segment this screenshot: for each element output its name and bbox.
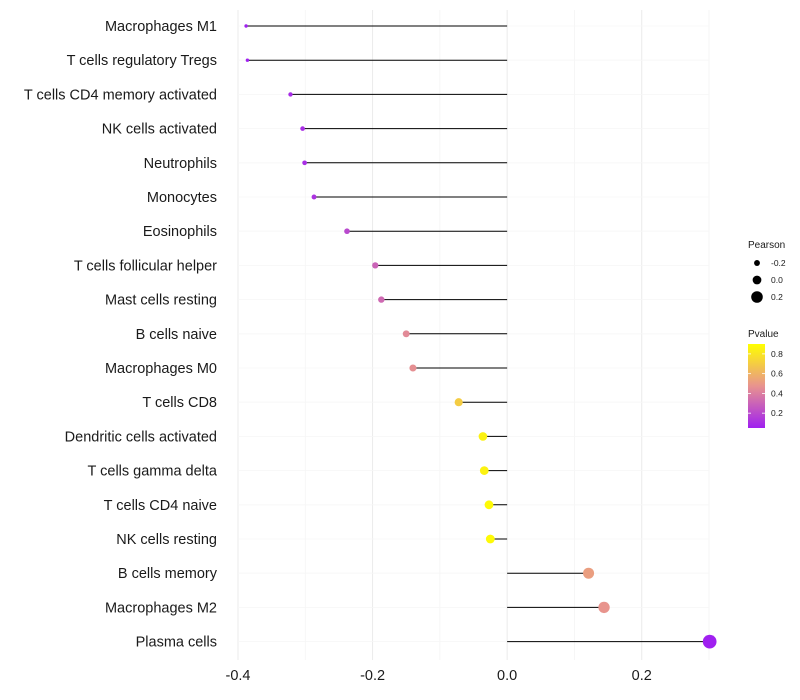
- lollipop-point: [409, 364, 417, 372]
- y-axis-label: B cells memory: [118, 566, 218, 582]
- y-axis-label: NK cells resting: [116, 532, 217, 548]
- lollipop-point: [702, 634, 717, 649]
- legend-color-label: 0.4: [771, 388, 783, 398]
- y-axis-label: Macrophages M0: [105, 361, 217, 377]
- y-axis-labels: Macrophages M1 T cells regulatory Tregs T …: [24, 19, 218, 651]
- lollipop-point: [372, 262, 379, 269]
- legend-color-label: 0.2: [771, 408, 783, 418]
- legend-size-label: 0.0: [771, 275, 783, 285]
- legend-size-title: Pearson: [748, 240, 785, 251]
- legend-size-label: 0.2: [771, 292, 783, 302]
- x-tick-label: -0.4: [226, 668, 251, 684]
- lollipop-point: [598, 601, 610, 614]
- lollipop-point: [288, 92, 293, 97]
- legend: Pearson Pvalue -0.2 0.0 0.2 0.2 0.4 0.6 0.8: [748, 240, 786, 428]
- y-axis-label: T cells follicular helper: [74, 258, 217, 274]
- y-axis-label: Eosinophils: [143, 224, 217, 240]
- lollipop-point: [485, 534, 495, 544]
- lollipop-point: [344, 228, 350, 235]
- lollipop-point: [484, 500, 494, 510]
- y-axis-label: NK cells activated: [102, 122, 217, 138]
- lollipop-points: [244, 24, 717, 649]
- lollipop-point: [378, 296, 385, 303]
- lollipop-point: [302, 160, 307, 166]
- y-axis-label: Plasma cells: [136, 635, 217, 651]
- y-axis-label: T cells regulatory Tregs: [67, 53, 217, 69]
- y-axis-label: Macrophages M2: [105, 600, 217, 616]
- y-axis-label: B cells naive: [136, 327, 217, 343]
- y-axis-label: T cells gamma delta: [88, 464, 218, 480]
- x-tick-label: -0.2: [360, 668, 385, 684]
- y-axis-label: Dendritic cells activated: [65, 429, 217, 445]
- lollipop-point: [311, 194, 317, 200]
- lollipop-point: [245, 58, 250, 62]
- legend-color-bar: [748, 344, 765, 428]
- x-tick-label: 0.2: [632, 668, 652, 684]
- y-axis-label: Neutrophils: [144, 156, 217, 172]
- legend-size-key: [752, 275, 762, 285]
- y-axis-label: T cells CD4 memory activated: [24, 87, 217, 103]
- lollipop-point: [244, 24, 248, 28]
- legend-size-key: [754, 260, 760, 266]
- legend-size-key: [751, 291, 763, 303]
- grid-lines: [237, 10, 710, 660]
- legend-color-title: Pvalue: [748, 329, 779, 340]
- lollipop-point: [454, 398, 463, 407]
- x-tick-label: 0.0: [497, 668, 517, 684]
- x-axis-tick-labels: -0.4 -0.2 0.0 0.2: [226, 668, 652, 684]
- y-axis-label: T cells CD8: [142, 395, 217, 411]
- legend-color-label: 0.8: [771, 349, 783, 359]
- y-axis-label: Monocytes: [147, 190, 217, 206]
- legend-size-label: -0.2: [771, 258, 786, 268]
- lollipop-point: [300, 126, 305, 131]
- lollipop-point: [402, 330, 410, 338]
- lollipop-point: [479, 466, 489, 475]
- lollipop-stems: [246, 25, 710, 643]
- lollipop-point: [478, 432, 488, 441]
- y-axis-label: Mast cells resting: [105, 293, 217, 309]
- y-axis-label: Macrophages M1: [105, 19, 217, 35]
- legend-color-label: 0.6: [771, 369, 783, 379]
- lollipop-point: [583, 567, 595, 579]
- y-axis-label: T cells CD4 naive: [104, 498, 217, 514]
